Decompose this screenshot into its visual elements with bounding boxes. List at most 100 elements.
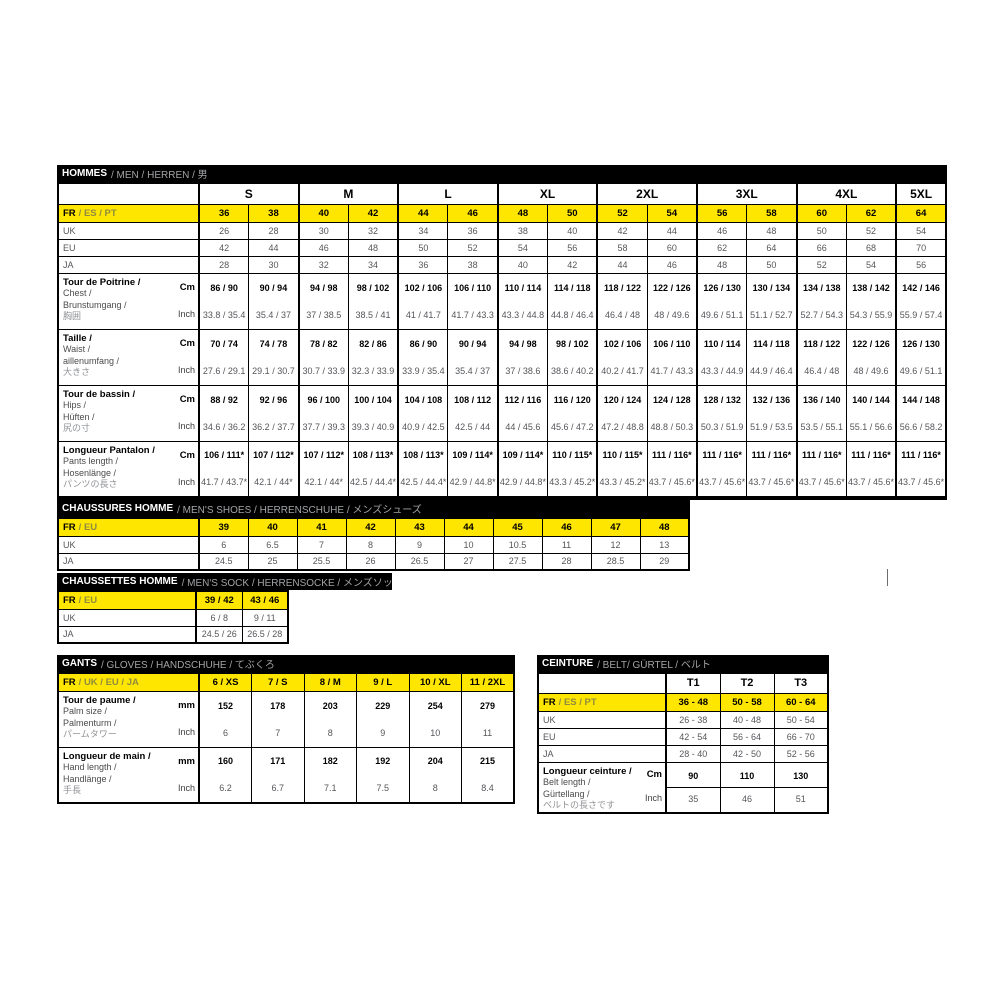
table-cell: 40 [496,255,549,274]
table-cell: 66 - 70 [773,727,829,746]
table-cell: 43 / 46 [241,590,289,610]
pants-label-en: Pants length / [63,456,119,466]
table-cell: 64 [746,238,798,257]
measure-cell: 78 / 82 30.7 / 33.9 [297,328,349,386]
belt-ja-label: JA [537,744,667,763]
table-cell: 48 [746,221,798,240]
table-cell: 56 - 64 [719,727,775,746]
measure-cell: 107 / 112* 42.1 / 44* [248,440,300,498]
measure-cell: 108 / 112 42.5 / 44 [447,384,499,442]
size-group-row: S M L XL 2XL 3XL 4XL 5XL [57,182,947,205]
belt-length-label-cell: Longueur ceinture / Belt length / Gürtel… [537,761,667,813]
table-cell: 39 / 42 [195,590,243,610]
measure-cell: 90 / 94 35.4 / 37 [447,328,499,386]
measure-cell: 140 / 144 55.1 / 56.6 [845,384,897,442]
waist-label-de: aillenumfang / [63,355,120,366]
pants-label-fr: Longueur Pantalon / [63,444,155,456]
table-cell: 48 [695,255,748,274]
table-cell: 36 - 48 [665,692,721,712]
table-cell: 38 [248,203,300,223]
unit-cm-label: Cm [179,449,195,461]
waist-label-en: Waist / [63,344,91,354]
table-cell: 26.5 [394,552,445,571]
table-cell: 54 [845,255,897,274]
socks-fr-label: FR / EU [57,590,197,610]
table-cell: 60 [646,238,698,257]
table-cell: 6 [198,535,249,554]
table-cell: 38 [447,255,499,274]
table-cell: 40 - 48 [719,710,775,729]
table-cell: 29 [639,552,690,571]
table-cell: 24.5 [198,552,249,571]
table-cell: 58 [746,203,798,223]
hommes-size-table: S M L XL 2XL 3XL 4XL 5XL FR / ES / PT 36 38 40 42 44… [57,182,947,500]
hommes-header-bar: HOMMES / MEN / HERREN / 男 [57,165,947,182]
chest-label-cell: Tour de Poitrine / Chest / Brunstumgang … [57,272,200,330]
fr-label-bold: FR [63,207,76,219]
table-cell: 34 [397,221,449,240]
measure-cell: 88 / 92 34.6 / 36.2 [198,384,250,442]
belt-size-table: T1 T2 T3 FR / ES / PT 36 - 48 50 - 58 60 - 64… [537,672,829,814]
shoes-ja-row: JA 24.5 25 25.5 26 26.5 27 27.5 28 28.5 29 [57,552,690,571]
fr-label-dim: / ES / PT [558,696,597,708]
table-cell: 27.5 [492,552,543,571]
socks-fr-row: FR / EU 39 / 42 43 / 46 [57,590,289,610]
table-cell: 32 [297,255,349,274]
table-cell: 36 [198,203,250,223]
scan-artifact-line [887,569,888,586]
unit-inch-label: Inch [177,421,195,431]
measure-cell: 124 / 128 48.8 / 50.3 [646,384,698,442]
table-cell: 54 [895,221,947,240]
measure-cell: 94 / 98 37 / 38.6 [496,328,549,386]
measure-cell: 86 / 90 33.8 / 35.4 [198,272,250,330]
measure-cell: 111 / 116* 43.7 / 45.6* [746,440,798,498]
table-cell: 66 [795,238,847,257]
chest-row: Tour de Poitrine / Chest / Brunstumgang … [57,272,947,330]
table-cell: 64 [895,203,947,223]
table-cell: 28 [198,255,250,274]
table-cell: 11 [541,535,592,554]
hand-label-fr: Longueur de main / [63,750,151,762]
measure-cell: 110 / 115* 43.3 / 45.2* [547,440,598,498]
table-cell: 68 [845,238,897,257]
table-cell: 42 [198,238,250,257]
table-cell: 44 [248,238,300,257]
shoes-uk-row: UK 6 6.5 7 8 9 10 10.5 11 12 13 [57,535,690,554]
table-cell: 52 [447,238,499,257]
measure-cell: 82 / 86 32.3 / 33.9 [347,328,399,386]
gloves-fr-label: FR / UK / EU / JA [57,672,200,692]
measure-cell: 74 / 78 29.1 / 30.7 [248,328,300,386]
unit-inch-label: Inch [177,783,195,793]
measure-cell: 126 / 130 49.6 / 51.1 [695,272,748,330]
belt-section: CEINTURE / BELT/ GÜRTEL / ベルト T1 T2 T3 FR /… [537,655,829,814]
table-cell: 47 [590,517,641,537]
size-group-cell: L [397,182,499,205]
socks-header-bar: CHAUSSETTES HOMME / MEN'S SOCK / HERRENS… [57,573,392,590]
measure-cell: 106 / 110 41.7 / 43.3 [646,328,698,386]
table-cell: 40 [547,221,598,240]
table-cell: 25 [247,552,298,571]
eu-size-row: EU 42 44 46 48 50 52 54 56 58 60 62 64 66 68 70 [57,238,947,257]
table-cell: 10 / XL [408,672,462,692]
belt-title-translations: / BELT/ GÜRTEL / ベルト [597,660,711,671]
measure-cell: 120 / 124 47.2 / 48.8 [596,384,648,442]
table-cell: 46 [297,238,349,257]
gloves-section: GANTS / GLOVES / HANDSCHUHE / てぶくろ FR / U… [57,655,515,804]
belt-uk-label: UK [537,710,667,729]
pants-label-jp: パンツの長さ [63,479,118,489]
table-cell: 8 / M [303,672,357,692]
table-cell: 50 [547,203,598,223]
table-cell: 54 [496,238,549,257]
measure-cell: 106 / 110 41.7 / 43.3 [447,272,499,330]
table-cell: 44 [443,517,494,537]
measure-cell: 108 / 113* 42.5 / 44.4* [347,440,399,498]
size-group-cell: M [297,182,399,205]
table-cell: 52 [845,221,897,240]
chest-label-de: Brunstumgang / [63,299,127,310]
table-cell: 56 [695,203,748,223]
table-cell: 48 [639,517,690,537]
hommes-title: HOMMES [62,168,107,179]
